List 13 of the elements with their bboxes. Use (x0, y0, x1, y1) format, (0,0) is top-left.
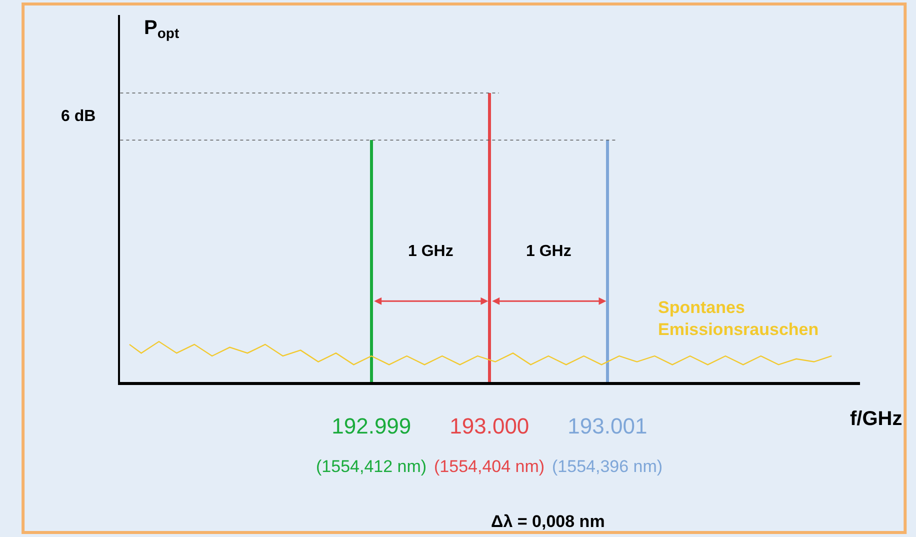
text: (1554,404 nm) (434, 457, 545, 476)
text: Δλ = 0,008 nm (491, 512, 605, 531)
x-tick-label: 193.001 (568, 413, 648, 438)
annotation: 1 GHz (408, 243, 454, 260)
annotation: 1 GHz (526, 243, 572, 260)
text: 6 dB (61, 108, 96, 125)
y-axis-title: P$_{opt}$ (144, 17, 180, 42)
text: (1554,412 nm) (316, 457, 427, 476)
x-axis-title: f/GHz (850, 408, 902, 430)
x-tick-label: 193.000 (450, 413, 530, 438)
series-label: Spontanes Emissionsrauschen (658, 298, 819, 340)
x-tick-label: 192.999 (332, 413, 412, 438)
text: (1554,396 nm) (552, 457, 663, 476)
